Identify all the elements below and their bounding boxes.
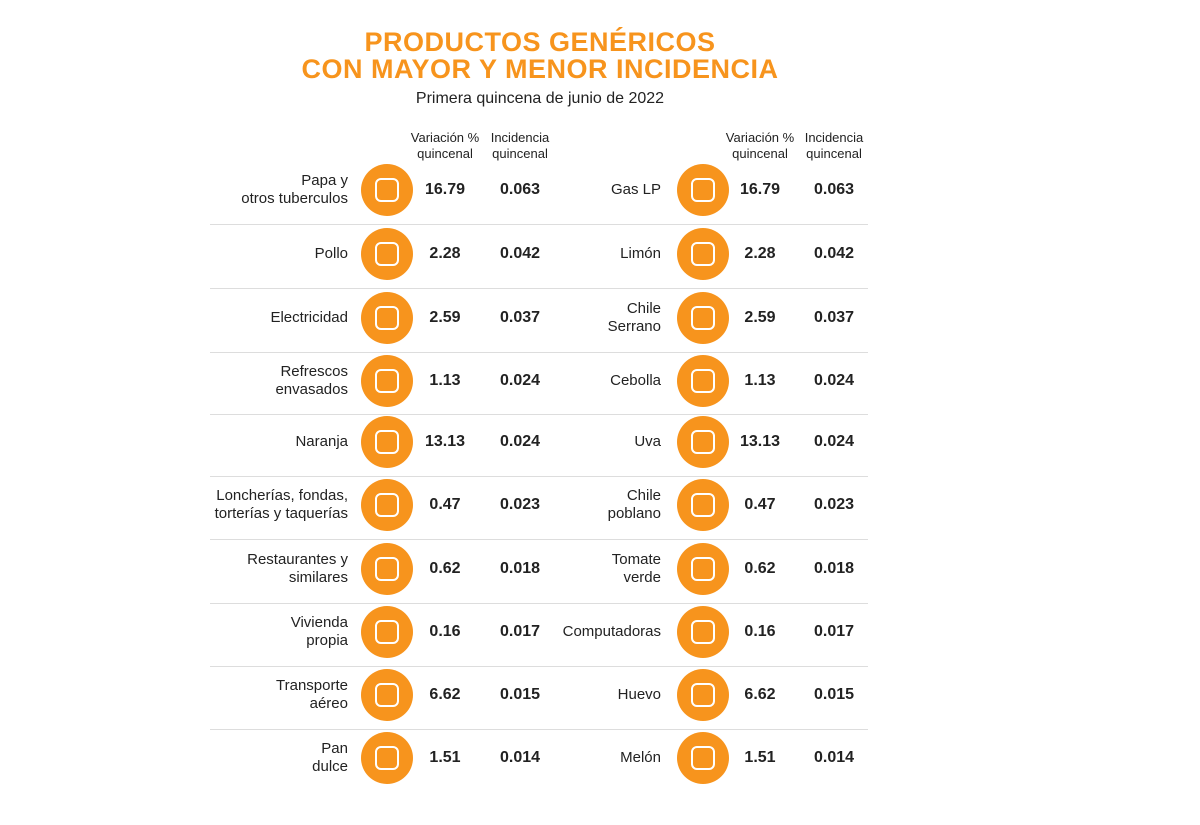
row-label: Restaurantes y similares — [247, 551, 348, 586]
incidence-value: 0.017 — [813, 623, 855, 640]
row-separator — [210, 224, 868, 225]
incidence-value: 0.015 — [499, 686, 541, 703]
product-icon — [677, 479, 729, 531]
incidence-value: 0.024 — [499, 433, 541, 450]
row-label: Pan dulce — [312, 740, 348, 775]
variation-value: 13.13 — [424, 433, 466, 450]
row-label: Uva — [634, 433, 661, 450]
incidence-value: 0.023 — [813, 496, 855, 513]
product-icon — [361, 479, 413, 531]
incidence-value: 0.063 — [499, 181, 541, 198]
row-label: Naranja — [295, 433, 348, 450]
variation-value: 1.13 — [744, 372, 776, 389]
row-label: Gas LP — [610, 181, 661, 198]
row-label: Chile Serrano — [607, 300, 661, 335]
row-separator — [210, 665, 868, 667]
product-icon — [361, 543, 413, 595]
variation-value: 2.28 — [744, 245, 776, 262]
incidence-value: 0.018 — [813, 560, 855, 577]
row-label: Pollo — [314, 245, 348, 262]
variation-value: 1.51 — [744, 749, 776, 766]
incidence-value: 0.037 — [813, 309, 855, 326]
variation-value: 13.13 — [739, 433, 781, 450]
variation-value: 1.13 — [429, 372, 461, 389]
row-label: Vivienda propia — [290, 614, 348, 649]
variation-value: 6.62 — [744, 686, 776, 703]
incidence-value: 0.024 — [813, 433, 855, 450]
row-label: Papa y otros tuberculos — [241, 172, 348, 207]
product-icon — [677, 732, 729, 784]
incidence-value: 0.014 — [499, 749, 541, 766]
row-label: Refrescos envasados — [275, 363, 348, 398]
incidence-value: 0.037 — [499, 309, 541, 326]
product-icon — [677, 669, 729, 721]
variation-value: 2.28 — [429, 245, 461, 262]
row-separator — [210, 539, 868, 540]
row-label: Tomate verde — [611, 551, 661, 586]
product-icon — [361, 164, 413, 216]
row-label: Huevo — [617, 686, 661, 703]
row-separator — [210, 413, 868, 415]
product-icon — [677, 164, 729, 216]
variation-value: 0.16 — [429, 623, 461, 640]
variation-value: 0.16 — [744, 623, 776, 640]
row-label: Loncherías, fondas, torterías y taquería… — [214, 487, 348, 522]
incidence-value: 0.015 — [813, 686, 855, 703]
column-header: Variación % quincenal — [410, 130, 480, 161]
incidence-value: 0.024 — [813, 372, 855, 389]
row-label: Chile poblano — [607, 487, 661, 522]
row-label: Limón — [620, 245, 661, 262]
row-separator — [210, 288, 868, 289]
incidence-value: 0.014 — [813, 749, 855, 766]
column-header: Incidencia quincenal — [804, 130, 864, 161]
incidence-value: 0.042 — [813, 245, 855, 262]
variation-value: 0.62 — [744, 560, 776, 577]
variation-value: 16.79 — [424, 181, 466, 198]
row-label: Cebolla — [610, 372, 661, 389]
row-separator — [210, 475, 868, 477]
column-header: Incidencia quincenal — [490, 130, 550, 161]
incidence-value: 0.018 — [499, 560, 541, 577]
product-icon — [361, 732, 413, 784]
title: PRODUCTOS GENÉRICOS — [364, 27, 716, 57]
product-icon — [677, 416, 729, 468]
incidence-value: 0.024 — [499, 372, 541, 389]
variation-value: 16.79 — [739, 181, 781, 198]
product-icon — [361, 416, 413, 468]
incidence-value: 0.063 — [813, 181, 855, 198]
variation-value: 0.47 — [429, 496, 461, 513]
row-label: Melón — [620, 749, 661, 766]
product-icon — [361, 355, 413, 407]
product-icon — [361, 292, 413, 344]
variation-value: 6.62 — [429, 686, 461, 703]
product-icon — [361, 669, 413, 721]
row-separator — [210, 351, 868, 353]
product-icon — [361, 228, 413, 280]
title: CON MAYOR Y MENOR INCIDENCIA — [301, 54, 779, 84]
incidence-value: 0.042 — [499, 245, 541, 262]
row-separator — [210, 728, 868, 730]
product-icon — [677, 355, 729, 407]
incidence-value: 0.023 — [499, 496, 541, 513]
row-label: Transporte aéreo — [276, 677, 348, 712]
row-separator — [210, 602, 868, 604]
variation-value: 2.59 — [429, 309, 461, 326]
row-label: Computadoras — [562, 623, 661, 640]
product-icon — [361, 606, 413, 658]
variation-value: 0.62 — [429, 560, 461, 577]
product-icon — [677, 292, 729, 344]
variation-value: 2.59 — [744, 309, 776, 326]
row-label: Electricidad — [270, 309, 348, 326]
product-icon — [677, 606, 729, 658]
product-icon — [677, 228, 729, 280]
variation-value: 1.51 — [429, 749, 461, 766]
column-header: Variación % quincenal — [725, 130, 795, 161]
product-icon — [677, 543, 729, 595]
variation-value: 0.47 — [744, 496, 776, 513]
subtitle: Primera quincena de junio de 2022 — [415, 90, 665, 107]
incidence-value: 0.017 — [499, 623, 541, 640]
